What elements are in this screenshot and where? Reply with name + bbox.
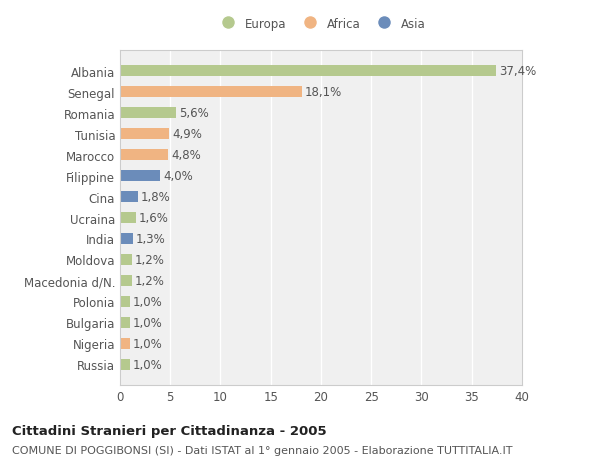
Bar	[120, 150, 168, 161]
Text: 1,0%: 1,0%	[133, 358, 163, 371]
Bar	[120, 191, 138, 203]
Text: 37,4%: 37,4%	[499, 65, 536, 78]
Text: Cittadini Stranieri per Cittadinanza - 2005: Cittadini Stranieri per Cittadinanza - 2…	[12, 425, 326, 437]
Bar	[120, 317, 130, 329]
Text: 1,6%: 1,6%	[139, 212, 169, 224]
Text: 1,2%: 1,2%	[135, 253, 165, 266]
Bar	[120, 254, 132, 266]
Text: 18,1%: 18,1%	[305, 86, 342, 99]
Bar	[120, 359, 130, 370]
Bar	[120, 338, 130, 349]
Text: 1,2%: 1,2%	[135, 274, 165, 287]
Bar	[120, 233, 133, 245]
Bar	[120, 275, 132, 286]
Bar	[120, 170, 160, 182]
Text: 1,0%: 1,0%	[133, 295, 163, 308]
Text: 4,0%: 4,0%	[163, 170, 193, 183]
Bar	[120, 107, 176, 119]
Bar	[120, 296, 130, 308]
Text: 1,8%: 1,8%	[141, 190, 171, 204]
Bar	[120, 87, 302, 98]
Bar	[120, 129, 169, 140]
Legend: Europa, Africa, Asia: Europa, Africa, Asia	[212, 13, 430, 35]
Text: 5,6%: 5,6%	[179, 107, 209, 120]
Text: 1,0%: 1,0%	[133, 316, 163, 329]
Text: 1,0%: 1,0%	[133, 337, 163, 350]
Text: 4,9%: 4,9%	[172, 128, 202, 141]
Bar	[120, 66, 496, 77]
Text: 4,8%: 4,8%	[171, 149, 201, 162]
Text: 1,3%: 1,3%	[136, 232, 166, 246]
Bar	[120, 212, 136, 224]
Text: COMUNE DI POGGIBONSI (SI) - Dati ISTAT al 1° gennaio 2005 - Elaborazione TUTTITA: COMUNE DI POGGIBONSI (SI) - Dati ISTAT a…	[12, 445, 512, 455]
